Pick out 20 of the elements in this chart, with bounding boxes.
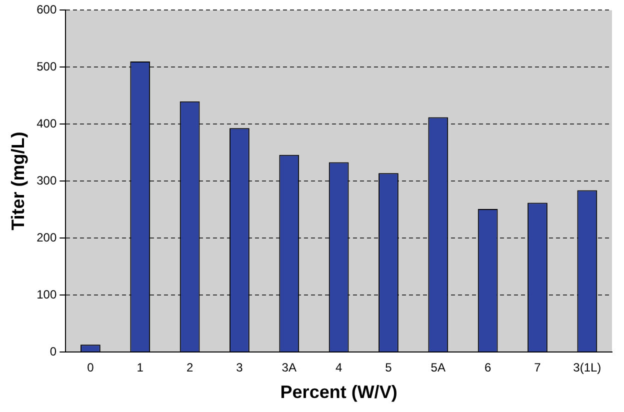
x-tick-label: 4 (335, 360, 342, 375)
x-tick-label: 3A (282, 360, 296, 375)
y-tick-label: 400 (36, 116, 57, 130)
y-axis-title: Titer (mg/L) (8, 132, 28, 230)
y-tick-label: 0 (50, 344, 57, 358)
x-tick-label: 0 (87, 360, 94, 375)
y-tick-label: 500 (36, 59, 57, 74)
x-tick-label: 2 (186, 360, 194, 375)
x-tick-label: 3(1L) (573, 360, 602, 375)
x-tick-label: 6 (484, 360, 492, 375)
y-tick-label: 100 (36, 287, 57, 302)
x-tick-label: 1 (136, 360, 144, 375)
x-tick-label: 3 (236, 360, 244, 375)
x-axis-title: Percent (W/V) (280, 382, 398, 402)
y-tick-label: 600 (36, 2, 57, 17)
x-tick-label: 5 (385, 360, 392, 375)
y-tick-label: 200 (36, 230, 57, 244)
y-tick-label: 300 (36, 173, 57, 188)
x-tick-label: 5A (430, 360, 446, 375)
x-tick-label: 7 (534, 360, 542, 375)
